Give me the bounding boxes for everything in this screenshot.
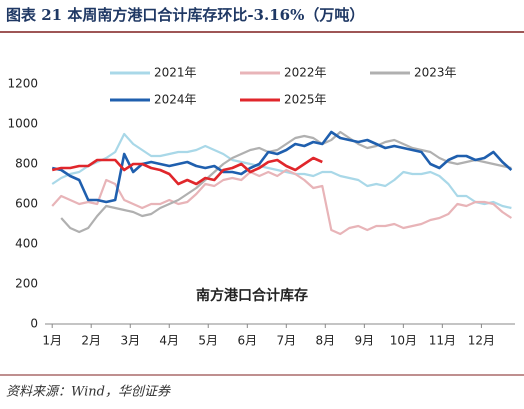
source-note: 资料来源：Wind，华创证券 (6, 385, 171, 400)
series-line (51, 132, 512, 210)
series-line (51, 168, 513, 236)
x-tick-label: 12月 (468, 334, 495, 348)
y-tick-label: 800 (15, 157, 38, 171)
y-tick-label: 600 (15, 197, 38, 211)
series-line (60, 130, 512, 234)
y-tick-label: 200 (15, 277, 38, 291)
y-tick-label: 1000 (7, 117, 38, 131)
x-tick-label: 9月 (355, 334, 375, 348)
legend-label: 2022年 (284, 66, 327, 80)
x-tick-label: 4月 (159, 334, 179, 348)
series-line (51, 130, 513, 204)
x-tick-label: 10月 (390, 334, 417, 348)
x-tick-label: 11月 (429, 334, 456, 348)
series-line (51, 156, 323, 186)
x-tick-label: 2月 (81, 334, 101, 348)
legend-label: 2024年 (154, 93, 197, 107)
legend-label: 2023年 (414, 66, 457, 80)
x-tick-label: 8月 (315, 334, 335, 348)
x-tick-label: 6月 (237, 334, 257, 348)
x-tick-label: 3月 (120, 334, 140, 348)
legend-label: 2025年 (284, 93, 327, 107)
legend-label: 2021年 (154, 66, 197, 80)
y-tick-label: 1200 (7, 77, 38, 91)
chart-title: 图表 21 本周南方港口合计库存环比-3.16%（万吨） (6, 6, 364, 24)
x-tick-label: 1月 (42, 334, 62, 348)
y-tick-label: 0 (30, 317, 38, 331)
annotation: 南方港口合计库存 (196, 287, 308, 304)
y-tick-label: 400 (15, 237, 38, 251)
x-tick-label: 5月 (198, 334, 218, 348)
x-tick-label: 7月 (276, 334, 296, 348)
